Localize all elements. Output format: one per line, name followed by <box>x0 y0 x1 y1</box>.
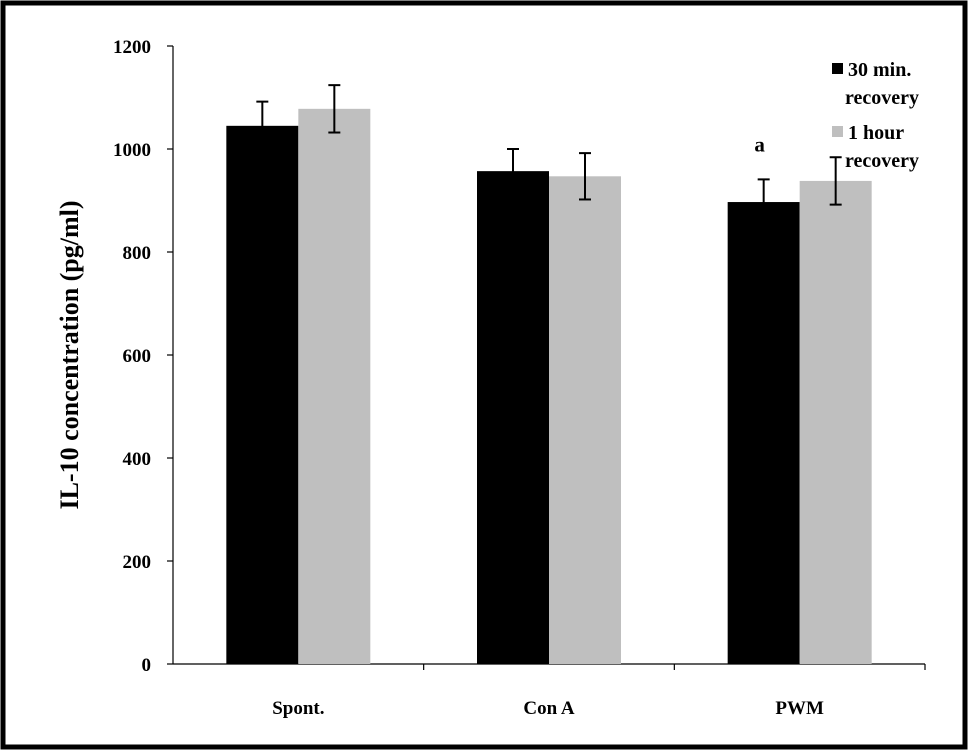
legend-label: 1 hour <box>848 122 904 144</box>
legend-swatch <box>832 126 843 137</box>
bar-series-1-cona <box>549 176 621 665</box>
bar-series-0-pwm <box>727 202 800 665</box>
annotations-group: a <box>754 132 765 156</box>
legend-label: recovery <box>845 150 919 172</box>
bars-group <box>226 108 872 665</box>
bar-series-0-cona <box>477 171 549 664</box>
y-tick-label: 600 <box>123 346 152 367</box>
legend-swatch <box>832 63 843 74</box>
y-tick-label: 1000 <box>113 140 151 161</box>
x-category-label: Con A <box>523 698 574 719</box>
x-category-label: PWM <box>775 698 824 719</box>
y-tick-label: 800 <box>123 243 152 264</box>
legend: 30 min. recovery 1 hour recovery <box>832 59 919 172</box>
legend-label: 30 min. <box>848 59 911 81</box>
x-category-label: Spont. <box>272 698 324 719</box>
legend-label: recovery <box>845 87 919 109</box>
y-tick-label: 200 <box>123 552 152 573</box>
y-axis-title: IL-10 concentration (pg/ml) <box>55 200 84 509</box>
y-tick-label: 400 <box>123 449 152 470</box>
y-axis: 0 200 400 600 800 1000 1200 <box>113 37 174 676</box>
significance-annotation: a <box>754 132 765 156</box>
bar-series-1-pwm <box>799 180 872 664</box>
y-tick-label: 0 <box>142 655 152 676</box>
bar-series-1-spont <box>298 108 371 664</box>
error-bars-group <box>256 84 842 226</box>
bar-series-0-spont <box>226 125 299 664</box>
y-tick-label: 1200 <box>113 37 151 58</box>
